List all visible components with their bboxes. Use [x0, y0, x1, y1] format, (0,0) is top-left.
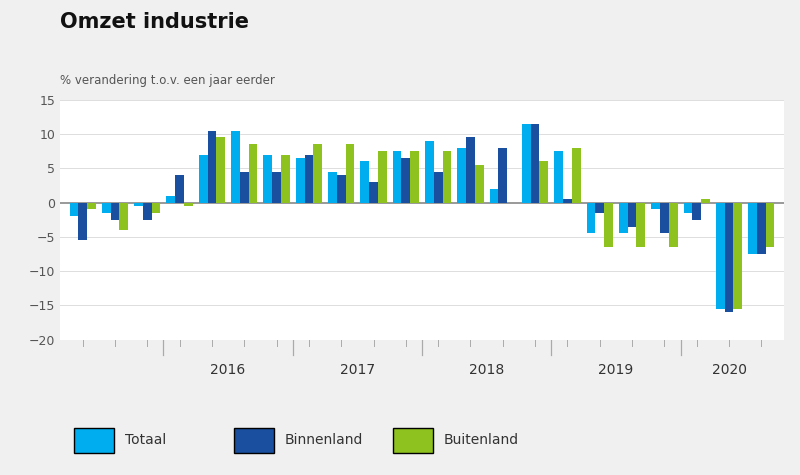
Bar [530, 124, 539, 202]
FancyBboxPatch shape [393, 428, 433, 453]
Bar [725, 202, 734, 312]
Bar [216, 137, 225, 202]
Bar [272, 172, 281, 202]
Bar [701, 199, 710, 202]
Bar [152, 202, 160, 213]
Bar [240, 172, 249, 202]
Bar [143, 202, 152, 219]
Bar [563, 199, 572, 202]
Bar [466, 137, 475, 202]
Bar [102, 202, 110, 213]
Bar [716, 202, 725, 309]
Bar [166, 196, 175, 202]
Bar [402, 158, 410, 202]
Bar [660, 202, 669, 233]
Bar [249, 144, 258, 202]
Bar [369, 182, 378, 202]
Bar [572, 148, 581, 202]
Bar [748, 202, 757, 254]
Bar [604, 202, 613, 247]
Text: 2016: 2016 [210, 363, 246, 377]
Bar [175, 175, 184, 202]
Text: 2019: 2019 [598, 363, 634, 377]
Bar [475, 165, 483, 202]
Text: 2017: 2017 [340, 363, 375, 377]
Bar [110, 202, 119, 219]
Bar [684, 202, 692, 213]
Text: 2020: 2020 [711, 363, 746, 377]
Bar [337, 175, 346, 202]
Bar [263, 154, 272, 202]
Bar [70, 202, 78, 216]
Text: Omzet industrie: Omzet industrie [60, 12, 249, 32]
Bar [314, 144, 322, 202]
Bar [199, 154, 207, 202]
Bar [231, 131, 240, 202]
Bar [692, 202, 701, 219]
Bar [328, 172, 337, 202]
FancyBboxPatch shape [74, 428, 114, 453]
Bar [346, 144, 354, 202]
Bar [669, 202, 678, 247]
Bar [184, 202, 193, 206]
Bar [539, 162, 548, 202]
Bar [522, 124, 530, 202]
Bar [305, 154, 314, 202]
Bar [490, 189, 498, 202]
Bar [458, 148, 466, 202]
Bar [378, 151, 386, 202]
Bar [119, 202, 128, 230]
Text: Buitenland: Buitenland [444, 433, 519, 447]
Bar [434, 172, 442, 202]
Bar [134, 202, 143, 206]
Text: 2018: 2018 [469, 363, 504, 377]
Bar [498, 148, 507, 202]
Bar [554, 151, 563, 202]
Bar [296, 158, 305, 202]
FancyBboxPatch shape [234, 428, 274, 453]
Bar [651, 202, 660, 209]
Bar [766, 202, 774, 247]
Bar [78, 202, 87, 240]
Bar [595, 202, 604, 213]
Bar [757, 202, 766, 254]
Bar [207, 131, 216, 202]
Text: Binnenland: Binnenland [285, 433, 363, 447]
Bar [619, 202, 628, 233]
Bar [628, 202, 637, 227]
Bar [442, 151, 451, 202]
Bar [281, 154, 290, 202]
Bar [734, 202, 742, 309]
Bar [586, 202, 595, 233]
Text: % verandering t.o.v. een jaar eerder: % verandering t.o.v. een jaar eerder [60, 74, 275, 86]
Text: Totaal: Totaal [125, 433, 166, 447]
Bar [361, 162, 369, 202]
Bar [425, 141, 434, 202]
Bar [637, 202, 645, 247]
Bar [410, 151, 419, 202]
Bar [393, 151, 402, 202]
Bar [87, 202, 96, 209]
